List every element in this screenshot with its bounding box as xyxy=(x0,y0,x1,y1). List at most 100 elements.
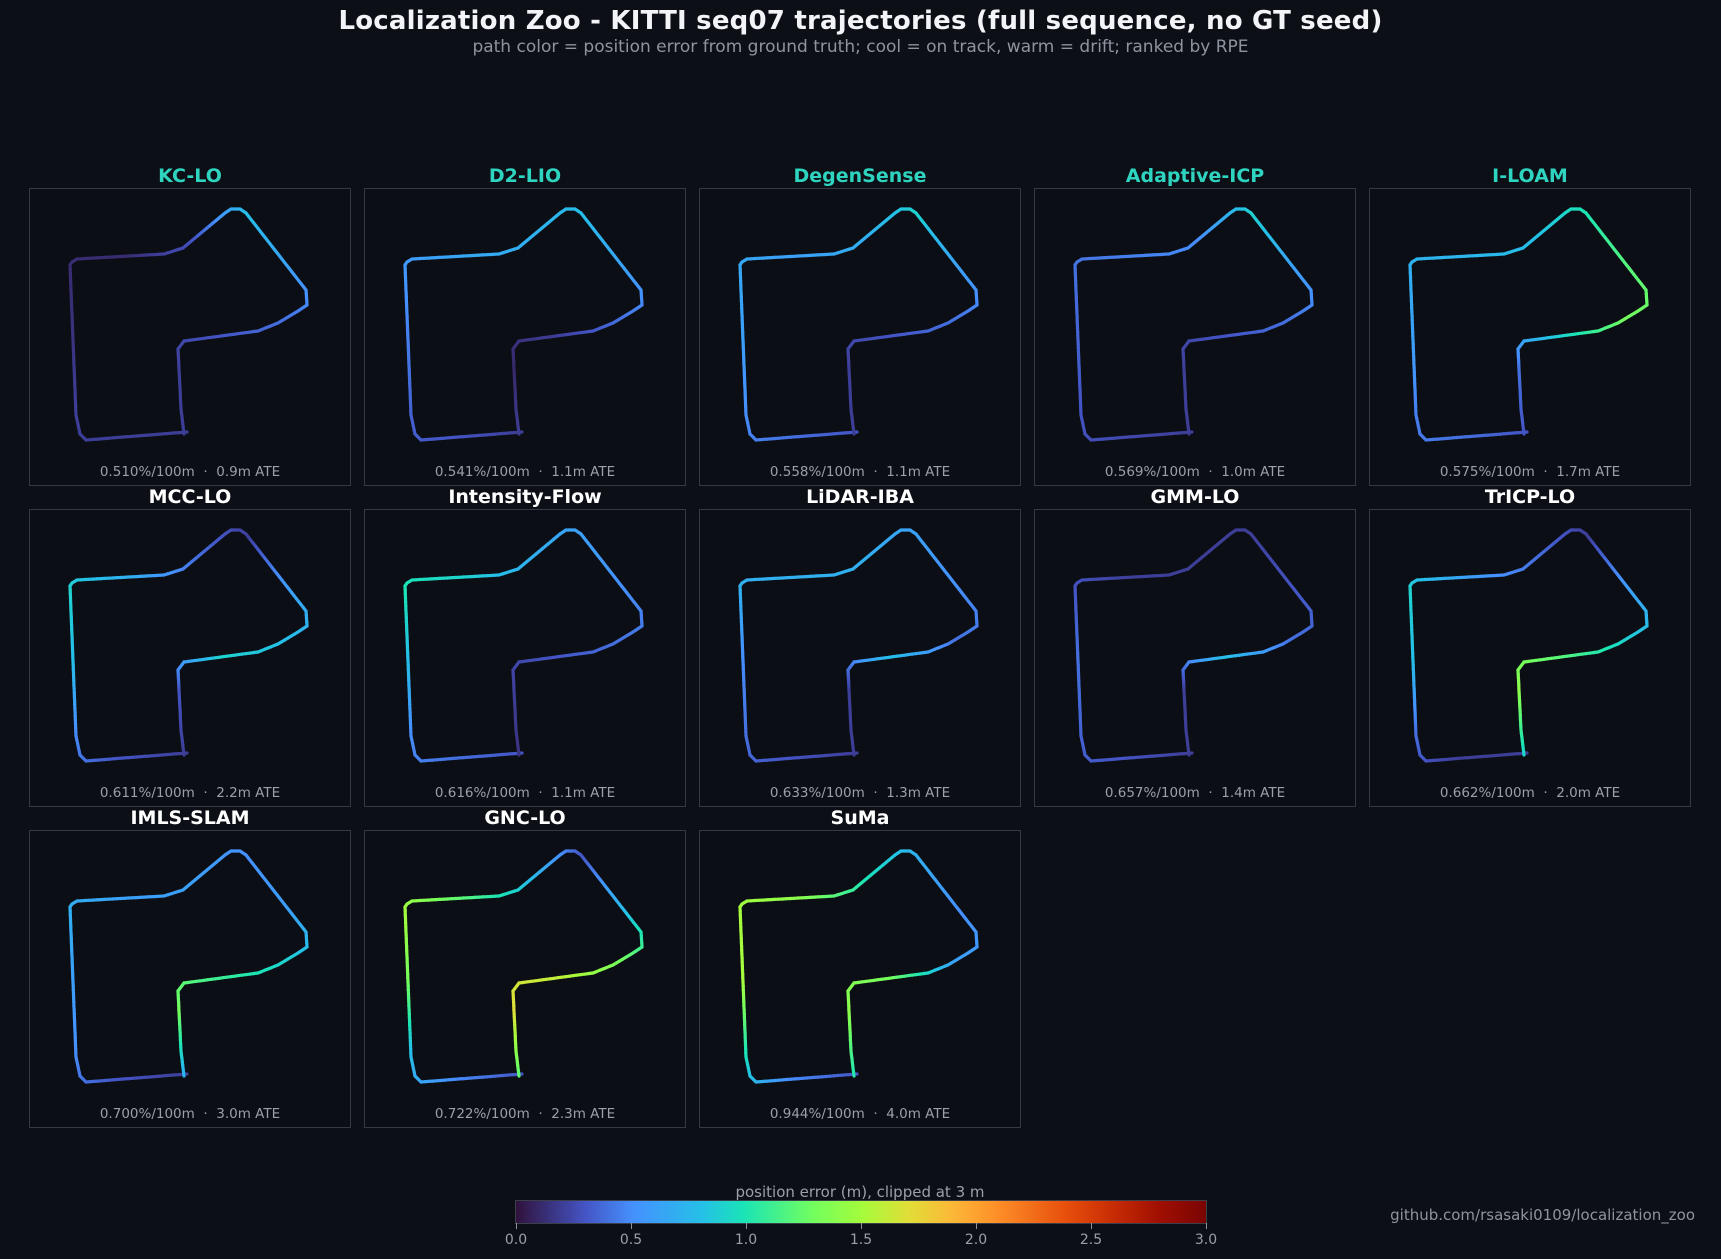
panel-stats: 0.510%/100m · 0.9m ATE xyxy=(29,464,351,480)
ate-value: 1.1m ATE xyxy=(886,464,951,480)
trajectory-plot xyxy=(403,849,644,1084)
panel-title: GMM-LO xyxy=(1150,486,1240,508)
trajectory-plot xyxy=(738,207,979,442)
rpe-value: 0.657%/100m xyxy=(1104,785,1200,801)
ate-value: 0.9m ATE xyxy=(216,464,281,480)
colorbar-tick-label: 1.0 xyxy=(734,1232,758,1248)
ate-value: 3.0m ATE xyxy=(216,1106,281,1122)
rpe-value: 0.944%/100m xyxy=(769,1106,865,1122)
panel-title: Intensity-Flow xyxy=(448,486,602,508)
panel-frame xyxy=(699,188,1021,486)
page-subtitle: path color = position error from ground … xyxy=(472,37,1249,57)
ate-value: 2.3m ATE xyxy=(551,1106,616,1122)
rpe-value: 0.569%/100m xyxy=(1104,464,1200,480)
stats-separator: · xyxy=(864,1106,887,1122)
colorbar-tick-label: 2.5 xyxy=(1079,1232,1103,1248)
stats-separator: · xyxy=(529,464,552,480)
trajectory-plot xyxy=(738,528,979,763)
trajectory-panel: I-LOAM 0.575%/100m · 1.7m ATE xyxy=(1369,165,1691,486)
colorbar-tick-label: 3.0 xyxy=(1194,1232,1218,1248)
panel-stats: 0.558%/100m · 1.1m ATE xyxy=(699,464,1021,480)
trajectory-panel: Intensity-Flow 0.616%/100m · 1.1m ATE xyxy=(364,486,686,807)
trajectory-panel: KC-LO 0.510%/100m · 0.9m ATE xyxy=(29,165,351,486)
panel-stats: 0.569%/100m · 1.0m ATE xyxy=(1034,464,1356,480)
stats-separator: · xyxy=(194,785,217,801)
rpe-value: 0.541%/100m xyxy=(434,464,530,480)
panel-frame xyxy=(29,830,351,1128)
colorbar-tick-label: 0.0 xyxy=(504,1232,528,1248)
colorbar-tick xyxy=(746,1223,747,1229)
stats-separator: · xyxy=(1534,785,1557,801)
panel-frame xyxy=(1369,509,1691,807)
trajectory-panel: GNC-LO 0.722%/100m · 2.3m ATE xyxy=(364,807,686,1128)
panel-stats: 0.657%/100m · 1.4m ATE xyxy=(1034,785,1356,801)
trajectory-panel: Adaptive-ICP 0.569%/100m · 1.0m ATE xyxy=(1034,165,1356,486)
ate-value: 1.1m ATE xyxy=(551,464,616,480)
stats-separator: · xyxy=(1199,464,1222,480)
panel-stats: 0.700%/100m · 3.0m ATE xyxy=(29,1106,351,1122)
panel-title: DegenSense xyxy=(793,165,927,187)
trajectory-plot xyxy=(738,849,979,1084)
panel-frame xyxy=(1034,188,1356,486)
trajectory-plot xyxy=(1073,528,1314,763)
panel-frame xyxy=(1369,188,1691,486)
ate-value: 2.0m ATE xyxy=(1556,785,1621,801)
trajectory-panel: LiDAR-IBA 0.633%/100m · 1.3m ATE xyxy=(699,486,1021,807)
rpe-value: 0.700%/100m xyxy=(99,1106,195,1122)
panel-title: TrICP-LO xyxy=(1484,486,1576,508)
stats-separator: · xyxy=(864,785,887,801)
stats-separator: · xyxy=(864,464,887,480)
rpe-value: 0.558%/100m xyxy=(769,464,865,480)
trajectory-panel: TrICP-LO 0.662%/100m · 2.0m ATE xyxy=(1369,486,1691,807)
trajectory-plot xyxy=(68,849,309,1084)
panel-stats: 0.611%/100m · 2.2m ATE xyxy=(29,785,351,801)
colorbar-label: position error (m), clipped at 3 m xyxy=(735,1183,985,1201)
panel-frame xyxy=(29,188,351,486)
stats-separator: · xyxy=(1199,785,1222,801)
panel-title: I-LOAM xyxy=(1492,165,1568,187)
panel-frame xyxy=(699,830,1021,1128)
stats-separator: · xyxy=(1534,464,1557,480)
panel-frame xyxy=(1034,509,1356,807)
panel-title: MCC-LO xyxy=(148,486,232,508)
repo-link[interactable]: github.com/rsasaki0109/localization_zoo xyxy=(1390,1206,1695,1224)
stats-separator: · xyxy=(529,785,552,801)
trajectory-panel: GMM-LO 0.657%/100m · 1.4m ATE xyxy=(1034,486,1356,807)
colorbar-tick xyxy=(1206,1223,1207,1229)
panel-title: SuMa xyxy=(830,807,890,829)
ate-value: 1.0m ATE xyxy=(1221,464,1286,480)
panel-title: KC-LO xyxy=(158,165,222,187)
colorbar-tick xyxy=(1091,1223,1092,1229)
ate-value: 4.0m ATE xyxy=(886,1106,951,1122)
ate-value: 1.1m ATE xyxy=(551,785,616,801)
colorbar-tick xyxy=(861,1223,862,1229)
panel-stats: 0.722%/100m · 2.3m ATE xyxy=(364,1106,686,1122)
colorbar-tick xyxy=(631,1223,632,1229)
panel-stats: 0.541%/100m · 1.1m ATE xyxy=(364,464,686,480)
ate-value: 2.2m ATE xyxy=(216,785,281,801)
panel-title: D2-LIO xyxy=(488,165,562,187)
colorbar xyxy=(515,1200,1207,1224)
panel-title: Adaptive-ICP xyxy=(1125,165,1265,187)
panel-title: GNC-LO xyxy=(484,807,566,829)
trajectory-panel: IMLS-SLAM 0.700%/100m · 3.0m ATE xyxy=(29,807,351,1128)
trajectory-plot xyxy=(403,528,644,763)
panel-frame xyxy=(364,188,686,486)
rpe-value: 0.611%/100m xyxy=(99,785,195,801)
panel-stats: 0.944%/100m · 4.0m ATE xyxy=(699,1106,1021,1122)
panel-stats: 0.662%/100m · 2.0m ATE xyxy=(1369,785,1691,801)
stats-separator: · xyxy=(194,464,217,480)
panel-frame xyxy=(364,830,686,1128)
trajectory-panel: SuMa 0.944%/100m · 4.0m ATE xyxy=(699,807,1021,1128)
ate-value: 1.4m ATE xyxy=(1221,785,1286,801)
panel-frame xyxy=(364,509,686,807)
trajectory-plot xyxy=(68,528,309,763)
panel-stats: 0.616%/100m · 1.1m ATE xyxy=(364,785,686,801)
ate-value: 1.7m ATE xyxy=(1556,464,1621,480)
colorbar-tick xyxy=(516,1223,517,1229)
panel-stats: 0.633%/100m · 1.3m ATE xyxy=(699,785,1021,801)
trajectory-plot xyxy=(403,207,644,442)
trajectory-panel: D2-LIO 0.541%/100m · 1.1m ATE xyxy=(364,165,686,486)
trajectory-plot xyxy=(1408,207,1649,442)
panel-frame xyxy=(29,509,351,807)
